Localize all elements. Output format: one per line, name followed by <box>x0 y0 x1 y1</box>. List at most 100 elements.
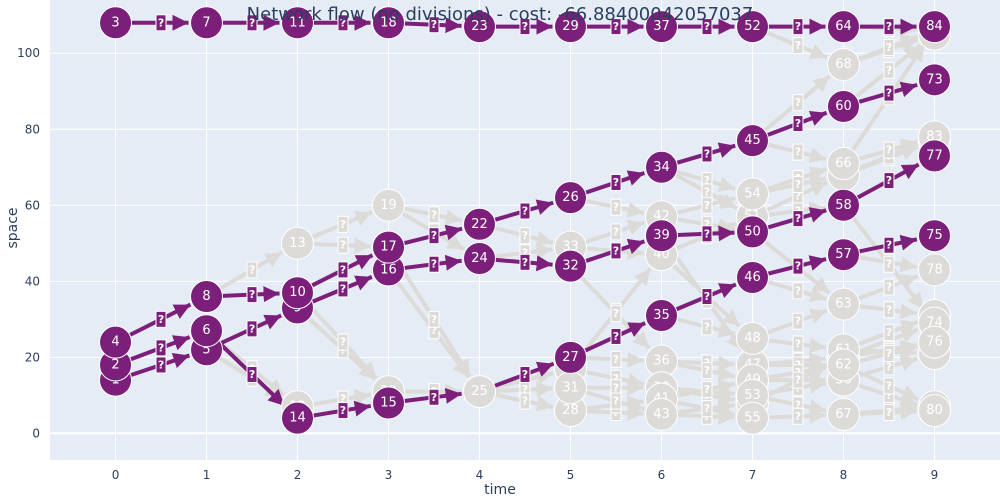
edge-label: ? <box>158 341 164 354</box>
node-marker <box>735 401 769 435</box>
x-tick-label: 1 <box>203 468 211 482</box>
y-tick-label: 40 <box>25 274 40 288</box>
edge-label-box <box>792 18 804 36</box>
edge-label: ? <box>886 20 892 33</box>
node-marker <box>644 219 678 253</box>
edge-label-box <box>155 356 167 374</box>
node-label: 7 <box>202 15 210 30</box>
edge-label: ? <box>795 212 801 225</box>
node-marker <box>644 299 678 333</box>
edge-label-box <box>246 320 258 338</box>
node-label: 4 <box>111 335 119 350</box>
node-label: 55 <box>744 411 761 426</box>
edge-label: ? <box>249 322 255 335</box>
edge-label-box <box>246 261 258 279</box>
node-label: 23 <box>471 19 488 34</box>
edge-label: ? <box>795 39 801 52</box>
edge-label-box <box>792 175 804 193</box>
edge-label: ? <box>158 16 164 29</box>
node-label: 58 <box>835 198 852 213</box>
edge-label: ? <box>431 208 437 221</box>
edge-label-box <box>883 377 895 395</box>
edge-label: ? <box>613 353 619 366</box>
edge-label-box <box>883 39 895 57</box>
edge-label: ? <box>249 288 255 301</box>
node-marker <box>826 188 860 222</box>
node-label: 75 <box>926 228 943 243</box>
x-tick-label: 5 <box>567 468 575 482</box>
edge-label-box <box>701 362 713 380</box>
edge-label: ? <box>795 410 801 423</box>
edge-label-box <box>337 236 349 254</box>
node-marker <box>826 89 860 123</box>
node-marker <box>826 397 860 431</box>
x-tick-label: 8 <box>840 468 848 482</box>
node-label: 35 <box>653 308 670 323</box>
edge-label: ? <box>795 96 801 109</box>
node-marker <box>190 6 224 40</box>
edge-label-box <box>519 18 531 36</box>
edge-label: ? <box>522 383 528 396</box>
edge-label: ? <box>886 64 892 77</box>
y-tick-label: 100 <box>17 46 40 60</box>
edge-label: ? <box>704 383 710 396</box>
x-tick-label: 3 <box>385 468 393 482</box>
y-tick-label: 80 <box>25 122 40 136</box>
edge-label: ? <box>340 16 346 29</box>
edge-label-box <box>883 236 895 254</box>
node-label: 62 <box>835 357 852 372</box>
edge-label-box <box>337 333 349 351</box>
node-label: 36 <box>653 354 670 369</box>
node-marker <box>917 253 951 287</box>
edge-label-box <box>519 227 531 245</box>
node-marker <box>826 10 860 44</box>
edge-label: ? <box>613 225 619 238</box>
edge-label-box <box>792 94 804 112</box>
node-marker <box>372 386 406 420</box>
edge-label: ? <box>613 307 619 320</box>
edge-label-box <box>337 261 349 279</box>
node-marker <box>644 10 678 44</box>
node-label: 19 <box>380 198 397 213</box>
edge-label-box <box>701 145 713 163</box>
x-tick-label: 7 <box>749 468 757 482</box>
node-label: 66 <box>835 156 852 171</box>
y-tick-label: 60 <box>25 198 40 212</box>
edge-label: ? <box>340 336 346 349</box>
edge-label: ? <box>249 16 255 29</box>
edge-label-box <box>610 392 622 410</box>
edge-label: ? <box>249 368 255 381</box>
edge-label-box <box>246 14 258 32</box>
edge-label-box <box>883 278 895 296</box>
edge-label: ? <box>522 246 528 259</box>
edge-label: ? <box>522 256 528 269</box>
edge-label: ? <box>431 391 437 404</box>
node-marker <box>735 261 769 295</box>
edge-label: ? <box>704 185 710 198</box>
node-marker <box>917 394 951 428</box>
node-label: 78 <box>926 262 943 277</box>
edge-label: ? <box>795 315 801 328</box>
edge-label-box <box>792 115 804 133</box>
edge-label: ? <box>522 20 528 33</box>
edge-label: ? <box>704 227 710 240</box>
edge-label: ? <box>431 313 437 326</box>
node-marker <box>553 10 587 44</box>
edge-label-box <box>610 173 622 191</box>
node-label: 3 <box>111 15 119 30</box>
edge-label: ? <box>886 239 892 252</box>
node-label: 32 <box>562 259 579 274</box>
node-marker <box>917 139 951 173</box>
node-label: 2 <box>111 357 119 372</box>
node-marker <box>281 401 315 435</box>
edge-label-box <box>701 225 713 243</box>
node-label: 28 <box>562 403 579 418</box>
node-label: 37 <box>653 19 670 34</box>
node-label: 52 <box>744 19 761 34</box>
edge-label: ? <box>886 360 892 373</box>
node-marker <box>372 188 406 222</box>
x-tick-label: 4 <box>476 468 484 482</box>
node-marker <box>281 6 315 40</box>
edge-label: ? <box>613 20 619 33</box>
